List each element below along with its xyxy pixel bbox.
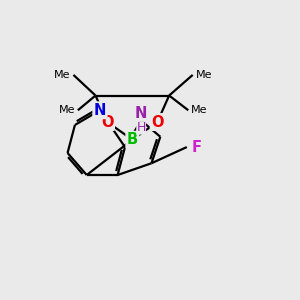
Text: O: O [151,115,164,130]
Text: Me: Me [54,70,70,80]
Text: N: N [135,106,147,121]
Text: F: F [191,140,201,154]
Text: Me: Me [191,105,208,115]
Text: O: O [101,115,114,130]
Text: H: H [136,122,146,134]
Text: Me: Me [58,105,75,115]
Text: N: N [94,103,106,118]
Text: B: B [127,132,138,147]
Text: Me: Me [196,70,212,80]
